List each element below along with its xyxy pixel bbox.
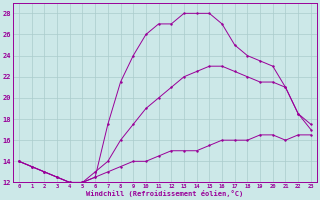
X-axis label: Windchill (Refroidissement éolien,°C): Windchill (Refroidissement éolien,°C) [86,190,244,197]
